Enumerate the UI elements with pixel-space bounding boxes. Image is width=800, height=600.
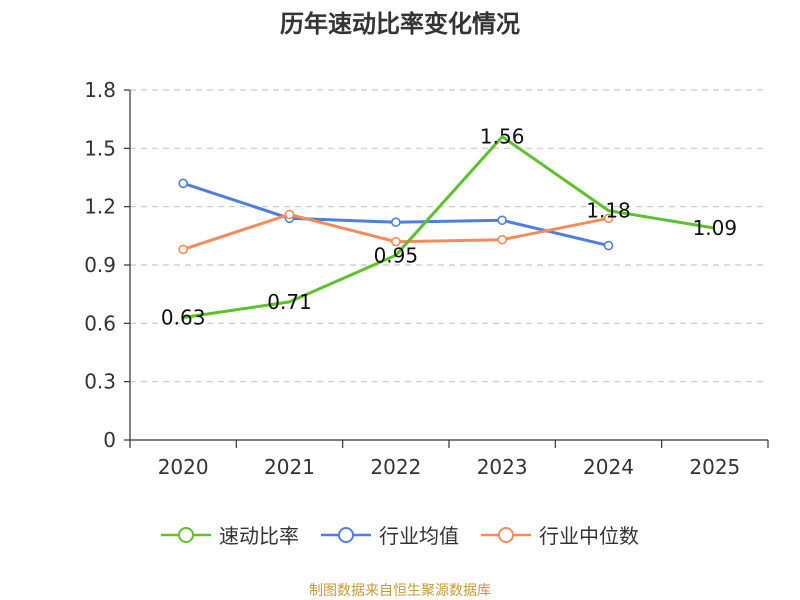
y-tick-label-4: 1.2 <box>84 195 116 219</box>
data-labels: 0.63 0.71 0.95 1.56 1.18 1.09 <box>161 125 737 330</box>
legend-swatch-industry-median <box>481 526 531 543</box>
legend: 速动比率 行业均值 行业中位数 <box>0 520 800 549</box>
legend-item-quick-ratio[interactable]: 速动比率 <box>161 520 299 549</box>
grid <box>130 89 768 383</box>
point-s1-2023 <box>497 215 507 226</box>
legend-item-industry-median[interactable]: 行业中位数 <box>481 520 639 549</box>
y-tick-label-5: 1.5 <box>84 136 116 160</box>
point-s2-2020 <box>178 244 188 255</box>
point-s2-2021 <box>284 209 295 220</box>
axes: 0 0.3 0.6 0.9 1.2 1.5 1.8 2020 2021 2022 2023 2024 2… <box>84 78 769 479</box>
legend-label-industry-mean: 行业均值 <box>379 524 459 548</box>
legend-swatch-industry-mean <box>321 526 371 543</box>
point-s1-2022 <box>391 217 401 228</box>
chart-title: 历年速动比率变化情况 <box>280 10 520 38</box>
series-line-0 <box>182 135 716 319</box>
x-tick-label-2021: 2021 <box>264 455 315 479</box>
data-label-2023: 1.56 <box>480 125 525 149</box>
legend-label-quick-ratio: 速动比率 <box>219 524 299 548</box>
legend-item-industry-mean[interactable]: 行业均值 <box>321 520 459 549</box>
point-s2-2024 <box>603 213 614 224</box>
data-label-2024: 1.18 <box>586 199 631 223</box>
source-note: 制图数据来自恒生聚源数据库 <box>309 583 491 599</box>
x-tick-label-2020: 2020 <box>158 455 209 479</box>
series-line-1 <box>182 181 609 248</box>
point-s1-2024 <box>603 240 614 251</box>
series-layer <box>178 135 716 319</box>
x-tick-label-2022: 2022 <box>370 455 421 479</box>
point-s2-2023 <box>497 234 507 245</box>
legend-swatch-quick-ratio <box>161 526 211 543</box>
y-tick-label-2: 0.6 <box>84 311 116 335</box>
data-label-2025: 1.09 <box>693 216 738 240</box>
data-label-2020: 0.63 <box>161 306 206 330</box>
point-s2-2022 <box>391 236 401 247</box>
y-tick-label-1: 0.3 <box>84 370 116 394</box>
y-tick-label-3: 0.9 <box>84 253 116 277</box>
data-label-2021: 0.71 <box>267 290 312 314</box>
y-tick-label-0: 0 <box>103 428 116 452</box>
x-tick-label-2023: 2023 <box>477 455 528 479</box>
data-label-2022: 0.95 <box>374 243 419 267</box>
point-s1-2020 <box>178 178 188 189</box>
x-tick-label-2025: 2025 <box>689 455 740 479</box>
legend-label-industry-median: 行业中位数 <box>539 524 639 548</box>
x-tick-label-2024: 2024 <box>583 455 634 479</box>
y-tick-label-6: 1.8 <box>84 78 116 102</box>
